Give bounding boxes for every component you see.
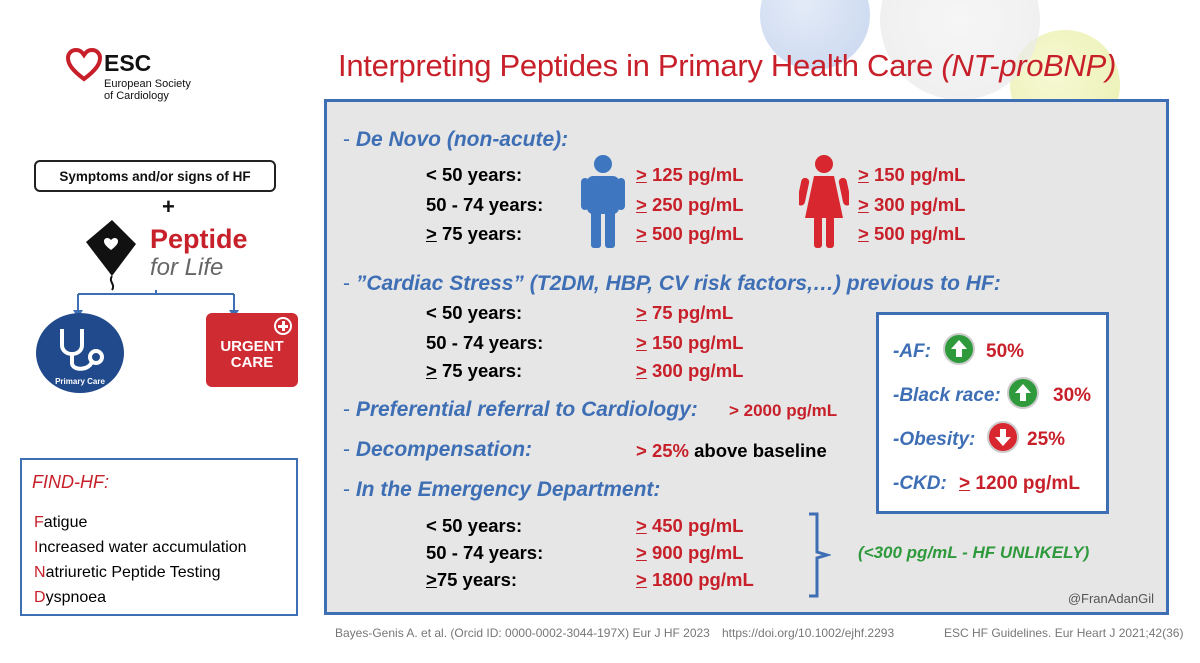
kite-heart-icon (86, 220, 136, 291)
af-value: 50% (986, 341, 1025, 362)
emergency-val-1: > 450 pg/mL (636, 515, 744, 536)
symptoms-label: Symptoms and/or signs of HF (59, 169, 251, 184)
arrow-up-icon (1007, 377, 1039, 409)
main-panel: - De Novo (non-acute): < 50 years: 50 - … (324, 99, 1169, 615)
denovo-age-3: > 75 years: (426, 223, 523, 244)
logo-line1: European Society (104, 78, 191, 90)
find-hf-item: Increased water accumulation (34, 539, 247, 556)
medical-cross-icon (274, 317, 292, 335)
stress-val-3: > 300 pg/mL (636, 360, 744, 381)
ckd-label: -CKD: (893, 473, 947, 494)
footer-ref-2: https://doi.org/10.1002/ejhf.2293 (722, 626, 895, 640)
denovo-male-3: > 500 pg/mL (636, 223, 744, 244)
find-hf-item: Dyspnoea (34, 589, 107, 606)
page-title: Interpreting Peptides in Primary Health … (338, 48, 1117, 83)
stress-age-1: < 50 years: (426, 302, 523, 323)
ckd-value: > 1200 pg/mL (959, 473, 1080, 494)
footer-ref-1: Bayes-Genis A. et al. (Orcid ID: 0000-00… (335, 626, 710, 640)
denovo-female-1: > 150 pg/mL (858, 164, 966, 185)
emergency-age-1: < 50 years: (426, 515, 523, 536)
find-hf-box: FIND-HF: Fatigue Increased water accumul… (20, 458, 298, 616)
black-race-value: 30% (1053, 385, 1092, 406)
referral-value: > 2000 pg/mL (729, 401, 838, 420)
arrow-up-icon (943, 333, 975, 365)
find-hf-item: Fatigue (34, 514, 88, 531)
denovo-female-3: > 500 pg/mL (858, 223, 966, 244)
referral-heading: - Preferential referral to Cardiology: (343, 398, 698, 421)
modifiers-box: -AF: 50% -Black race: 30% -Obesity: 25% … (876, 312, 1109, 514)
stress-heading: - ”Cardiac Stress” (T2DM, HBP, CV risk f… (343, 272, 1001, 295)
urgent-care-badge: URGENT CARE (206, 313, 298, 387)
emergency-val-3: > 1800 pg/mL (636, 569, 754, 590)
symptoms-box: Symptoms and/or signs of HF (34, 160, 276, 192)
stress-age-3: > 75 years: (426, 360, 523, 381)
logo-abbr: ESC (104, 50, 152, 76)
denovo-male-2: > 250 pg/mL (636, 194, 744, 215)
urgent-label-1: URGENT (220, 338, 284, 355)
female-figure-icon (799, 155, 849, 248)
primary-care-label: Primary Care (55, 377, 105, 386)
denovo-male-1: > 125 pg/mL (636, 164, 744, 185)
heart-logo-icon (66, 48, 102, 82)
decomp-heading: - Decompensation: (343, 438, 533, 461)
logo-line2: of Cardiology (104, 90, 169, 102)
peptide-title: Peptide (150, 224, 248, 254)
stress-age-2: 50 - 74 years: (426, 332, 544, 353)
emergency-note: (<300 pg/mL - HF UNLIKELY) (858, 543, 1090, 562)
emergency-age-2: 50 - 74 years: (426, 542, 544, 563)
denovo-age-1: < 50 years: (426, 164, 523, 185)
emergency-heading: - In the Emergency Department: (343, 478, 661, 501)
urgent-label-2: CARE (230, 354, 274, 371)
denovo-age-2: 50 - 74 years: (426, 194, 544, 215)
denovo-female-2: > 300 pg/mL (858, 194, 966, 215)
arrow-down-icon (987, 421, 1019, 453)
af-label: -AF: (893, 341, 931, 362)
stress-val-1: > 75 pg/mL (636, 302, 734, 323)
find-hf-item: Natriuretic Peptide Testing (34, 564, 221, 581)
plus-sign: + (162, 194, 175, 219)
stress-val-2: > 150 pg/mL (636, 332, 744, 353)
footer-ref-3: ESC HF Guidelines. Eur Heart J 2021;42(3… (944, 626, 1184, 640)
primary-care-badge: Primary Care (36, 313, 124, 393)
male-figure-icon (581, 155, 625, 248)
obesity-label: -Obesity: (893, 429, 976, 450)
author-handle: @FranAdanGil (1067, 591, 1154, 606)
emergency-age-3: >75 years: (426, 569, 518, 590)
esc-logo: ESC European Society of Cardiology (66, 44, 206, 104)
black-race-label: -Black race: (893, 385, 1001, 406)
find-hf-heading: FIND-HF: (32, 472, 109, 492)
denovo-heading: - De Novo (non-acute): (343, 128, 569, 151)
stethoscope-icon (60, 329, 104, 371)
peptide-subtitle: for Life (150, 254, 224, 281)
flow-connector (73, 290, 239, 318)
emergency-val-2: > 900 pg/mL (636, 542, 744, 563)
decomp-value: > 25% above baseline (636, 440, 827, 461)
bracket-icon (809, 512, 831, 598)
obesity-value: 25% (1027, 429, 1066, 450)
